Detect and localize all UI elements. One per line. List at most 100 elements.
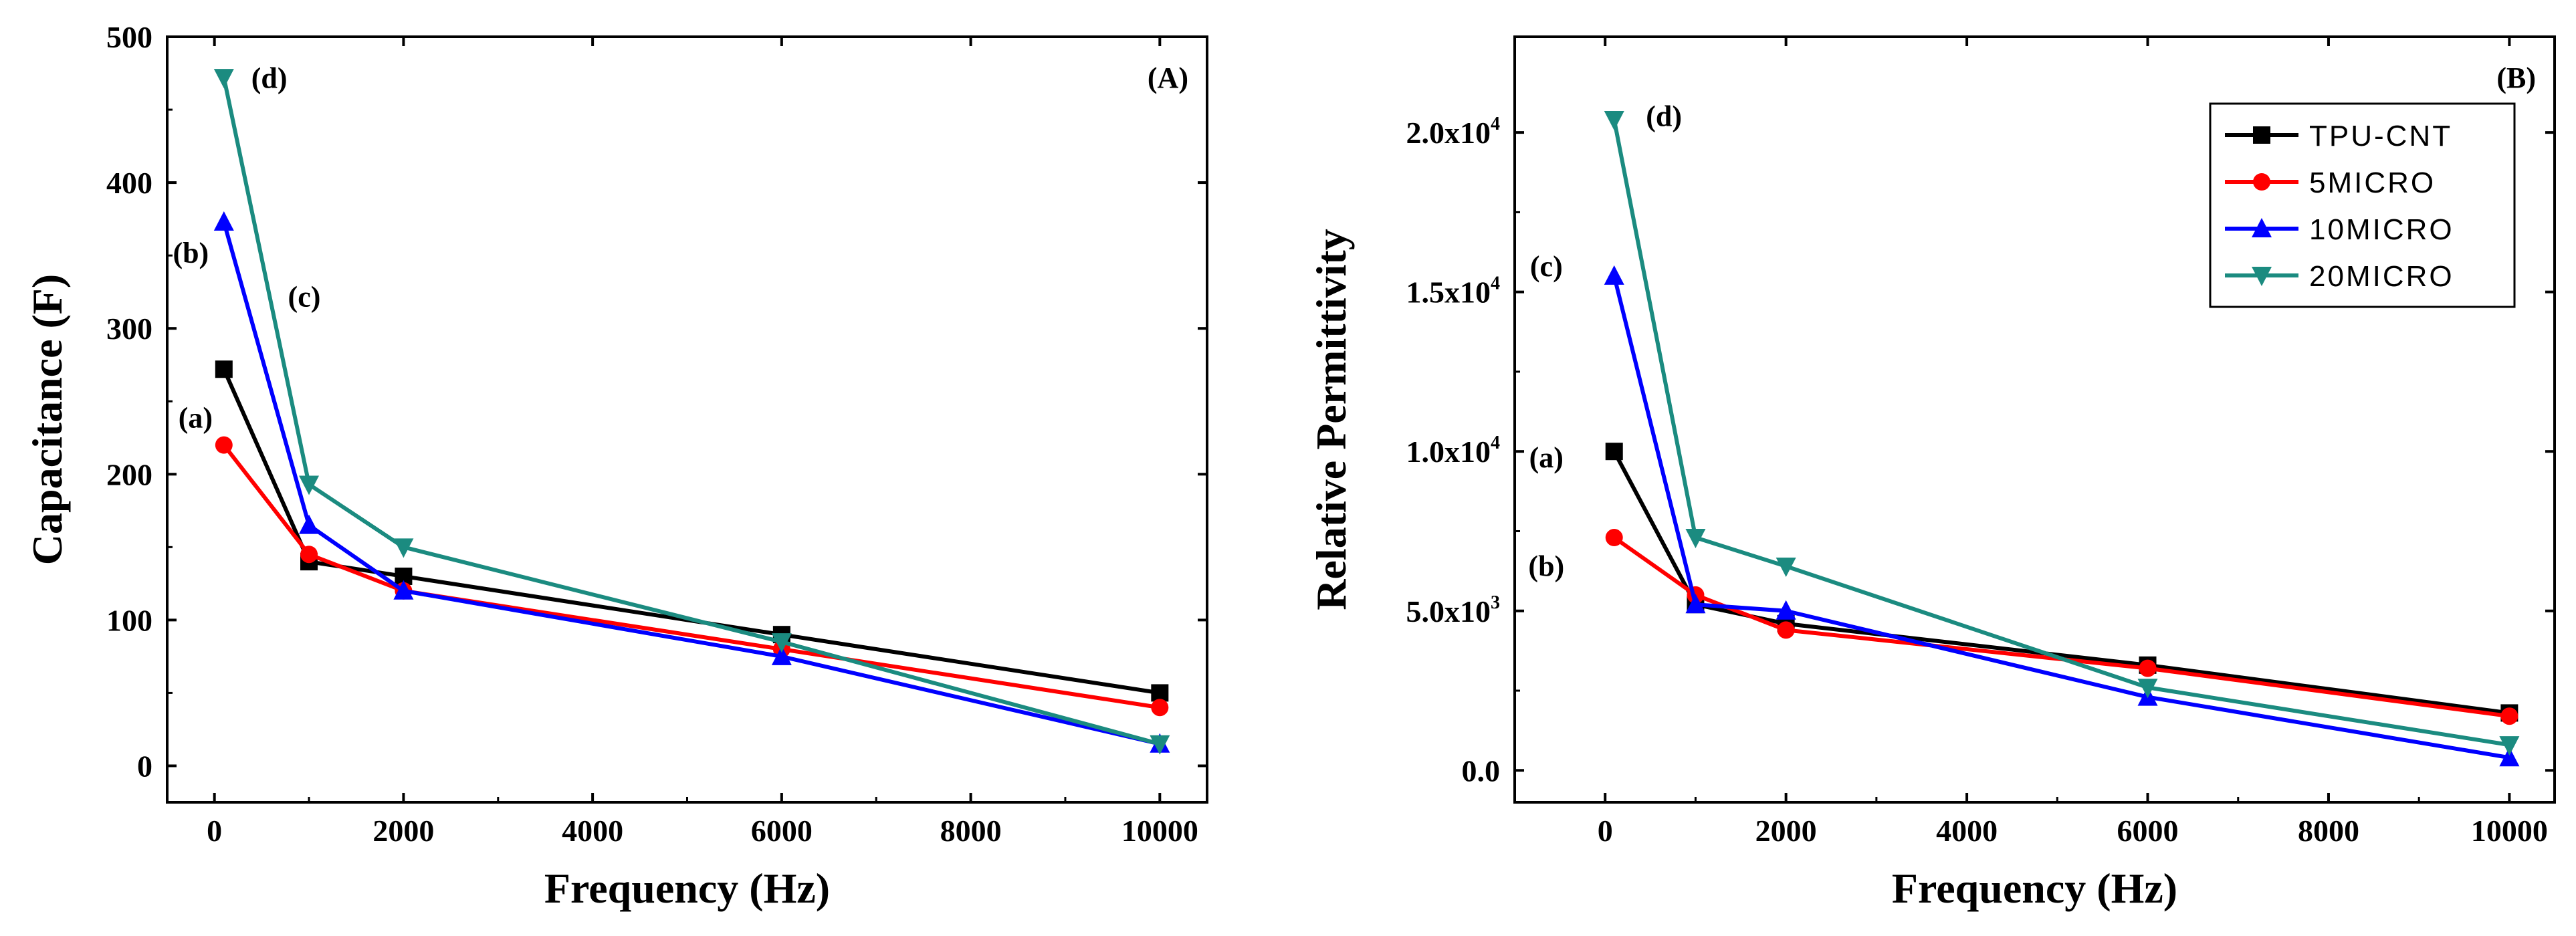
data-point-20micro [1685, 529, 1706, 549]
data-point-10micro [213, 211, 234, 231]
panel-b: 0 2000 4000 6000 8000 100000.05.0x1031.0x1041… [1307, 35, 2556, 912]
series-line-tpu-cnt [1612, 450, 2510, 715]
y-tick-label: 500 [106, 20, 152, 54]
data-point-20micro [771, 633, 792, 653]
legend-swatch-marker [2253, 173, 2270, 191]
legend: TPU-CNT 5MICRO 10MICRO 20MICRO [2209, 102, 2516, 308]
y-tick-label: 0.0 [1462, 753, 1501, 788]
y-tick-label-exponent: 4 [1491, 114, 1500, 134]
data-point-20micro [2499, 736, 2520, 756]
y-tick-label: 300 [106, 312, 152, 346]
data-point-5micro [1777, 621, 1795, 639]
y-tick-label-base: 1.5x10 [1406, 275, 1491, 310]
annotation-label: (b) [1528, 550, 1564, 582]
legend-label: 10MICRO [2309, 213, 2454, 246]
data-point-10micro [2499, 747, 2520, 767]
x-tick-label: 10000 [2471, 814, 2548, 848]
x-tick-label: 4000 [562, 814, 623, 848]
series-line-20micro [221, 77, 1161, 746]
plot-frame [166, 35, 1208, 804]
legend-swatch-marker [2252, 218, 2272, 237]
series-20micro [213, 69, 1170, 755]
annotation-label: (a) [1529, 441, 1564, 474]
x-tick-label: 0 [1598, 814, 1613, 848]
data-point-5micro [215, 436, 233, 454]
data-point-5micro [2500, 707, 2518, 725]
y-tick-label-exponent: 3 [1491, 592, 1500, 613]
legend-entry-10micro: 10MICRO [2225, 213, 2454, 246]
series-line-10micro [1612, 275, 2510, 760]
data-point-10micro [299, 514, 320, 534]
data-point-20micro [2137, 679, 2158, 699]
x-axis-title: Frequency (Hz) [1892, 864, 2177, 912]
data-point-20micro [213, 69, 234, 89]
x-tick-label: 6000 [751, 814, 813, 848]
data-point-tpu-cnt [1151, 684, 1169, 702]
y-tick-label-exponent: 4 [1491, 433, 1500, 453]
y-tick-label: 0 [137, 749, 152, 783]
annotation-label: (c) [288, 280, 321, 313]
legend-label: TPU-CNT [2309, 120, 2452, 152]
panel-label: (B) [2496, 62, 2536, 94]
legend-swatch-marker [2253, 126, 2270, 144]
y-tick-label-base: 1.0x10 [1406, 435, 1491, 469]
data-point-10micro [771, 645, 792, 665]
x-tick-label: 10000 [1121, 814, 1198, 848]
series-line-5micro [1613, 536, 2510, 719]
data-point-10micro [1685, 594, 1706, 614]
series-line-tpu-cnt [222, 368, 1160, 695]
data-point-20micro [393, 538, 414, 558]
y-tick-label-base: 0.0 [1462, 753, 1501, 788]
y-tick-label: 200 [106, 457, 152, 491]
y-tick-label: 400 [106, 166, 152, 200]
x-tick-label: 2000 [1755, 814, 1817, 848]
y-axis-title: Capacitance (F) [23, 274, 71, 565]
data-point-10micro [1776, 600, 1796, 620]
y-tick-label: 5.0x103 [1406, 592, 1501, 628]
y-tick-label-base: 5.0x10 [1406, 594, 1491, 628]
x-axis-title: Frequency (Hz) [544, 864, 830, 912]
data-point-10micro [1604, 265, 1624, 285]
x-tick-label: 0 [207, 814, 222, 848]
y-tick-label: 2.0x104 [1406, 114, 1501, 150]
series-tpu-cnt [1605, 443, 2518, 722]
annotation-label: (d) [1646, 100, 1682, 133]
annotation-label: (d) [251, 62, 288, 94]
data-point-20micro [299, 475, 320, 495]
y-axis-title: Relative Permittivity [1307, 229, 1355, 610]
x-tick-label: 6000 [2117, 814, 2179, 848]
legend-entry-tpu-cnt: TPU-CNT [2225, 120, 2452, 152]
legend-entry-20micro: 20MICRO [2225, 260, 2454, 293]
annotation-label: (b) [173, 237, 209, 269]
legend-entry-5micro: 5MICRO [2225, 166, 2434, 199]
data-point-5micro [300, 546, 318, 564]
data-point-5micro [1151, 699, 1169, 717]
y-tick-label: 1.0x104 [1406, 433, 1501, 469]
legend-swatch-marker [2252, 267, 2272, 286]
data-point-5micro [1605, 529, 1623, 547]
series-tpu-cnt [215, 360, 1169, 702]
y-tick-label-base: 2.0x10 [1406, 116, 1491, 150]
data-point-20micro [1604, 111, 1624, 131]
series-line-5micro [222, 443, 1160, 710]
annotation-label: (a) [179, 401, 213, 434]
panel-a: 0 2000 4000 6000 8000 10000 0 100 200 300 400 500 Fr… [23, 20, 1208, 912]
data-point-tpu-cnt [1605, 443, 1623, 461]
y-tick-label: 1.5x104 [1406, 273, 1501, 310]
data-point-20micro [1150, 735, 1170, 755]
y-tick-label-exponent: 4 [1491, 273, 1500, 294]
x-tick-label: 8000 [2298, 814, 2359, 848]
data-point-20micro [1776, 557, 1796, 577]
data-point-5micro [2139, 659, 2157, 677]
x-tick-label: 8000 [940, 814, 1002, 848]
series-10micro [1604, 265, 2520, 767]
annotation-label: (c) [1530, 250, 1563, 283]
plot-frame [1513, 35, 2556, 804]
series-20micro [1604, 111, 2520, 756]
series-line-10micro [221, 221, 1160, 746]
x-tick-label: 2000 [372, 814, 434, 848]
x-tick-label: 4000 [1936, 814, 1998, 848]
data-point-10micro [393, 580, 414, 600]
legend-label: 20MICRO [2309, 260, 2454, 293]
